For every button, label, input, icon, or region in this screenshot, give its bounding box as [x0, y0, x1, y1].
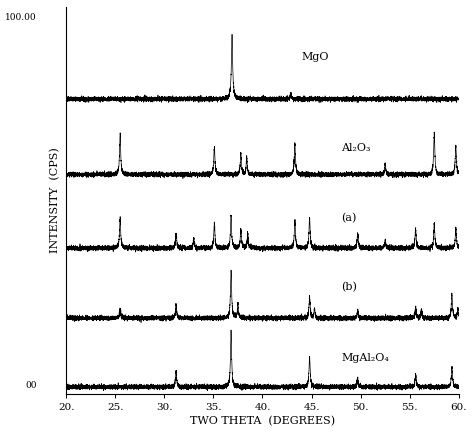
Text: MgO: MgO — [302, 52, 329, 62]
X-axis label: TWO THETA  (DEGREES): TWO THETA (DEGREES) — [190, 416, 335, 426]
Text: 00: 00 — [25, 381, 36, 390]
Y-axis label: INTENSITY  (CPS): INTENSITY (CPS) — [50, 147, 61, 253]
Text: (b): (b) — [341, 282, 357, 292]
Text: 100.00: 100.00 — [5, 13, 36, 22]
Text: Al₂O₃: Al₂O₃ — [341, 143, 371, 153]
Text: (a): (a) — [341, 213, 356, 223]
Text: MgAl₂O₄: MgAl₂O₄ — [341, 353, 389, 363]
